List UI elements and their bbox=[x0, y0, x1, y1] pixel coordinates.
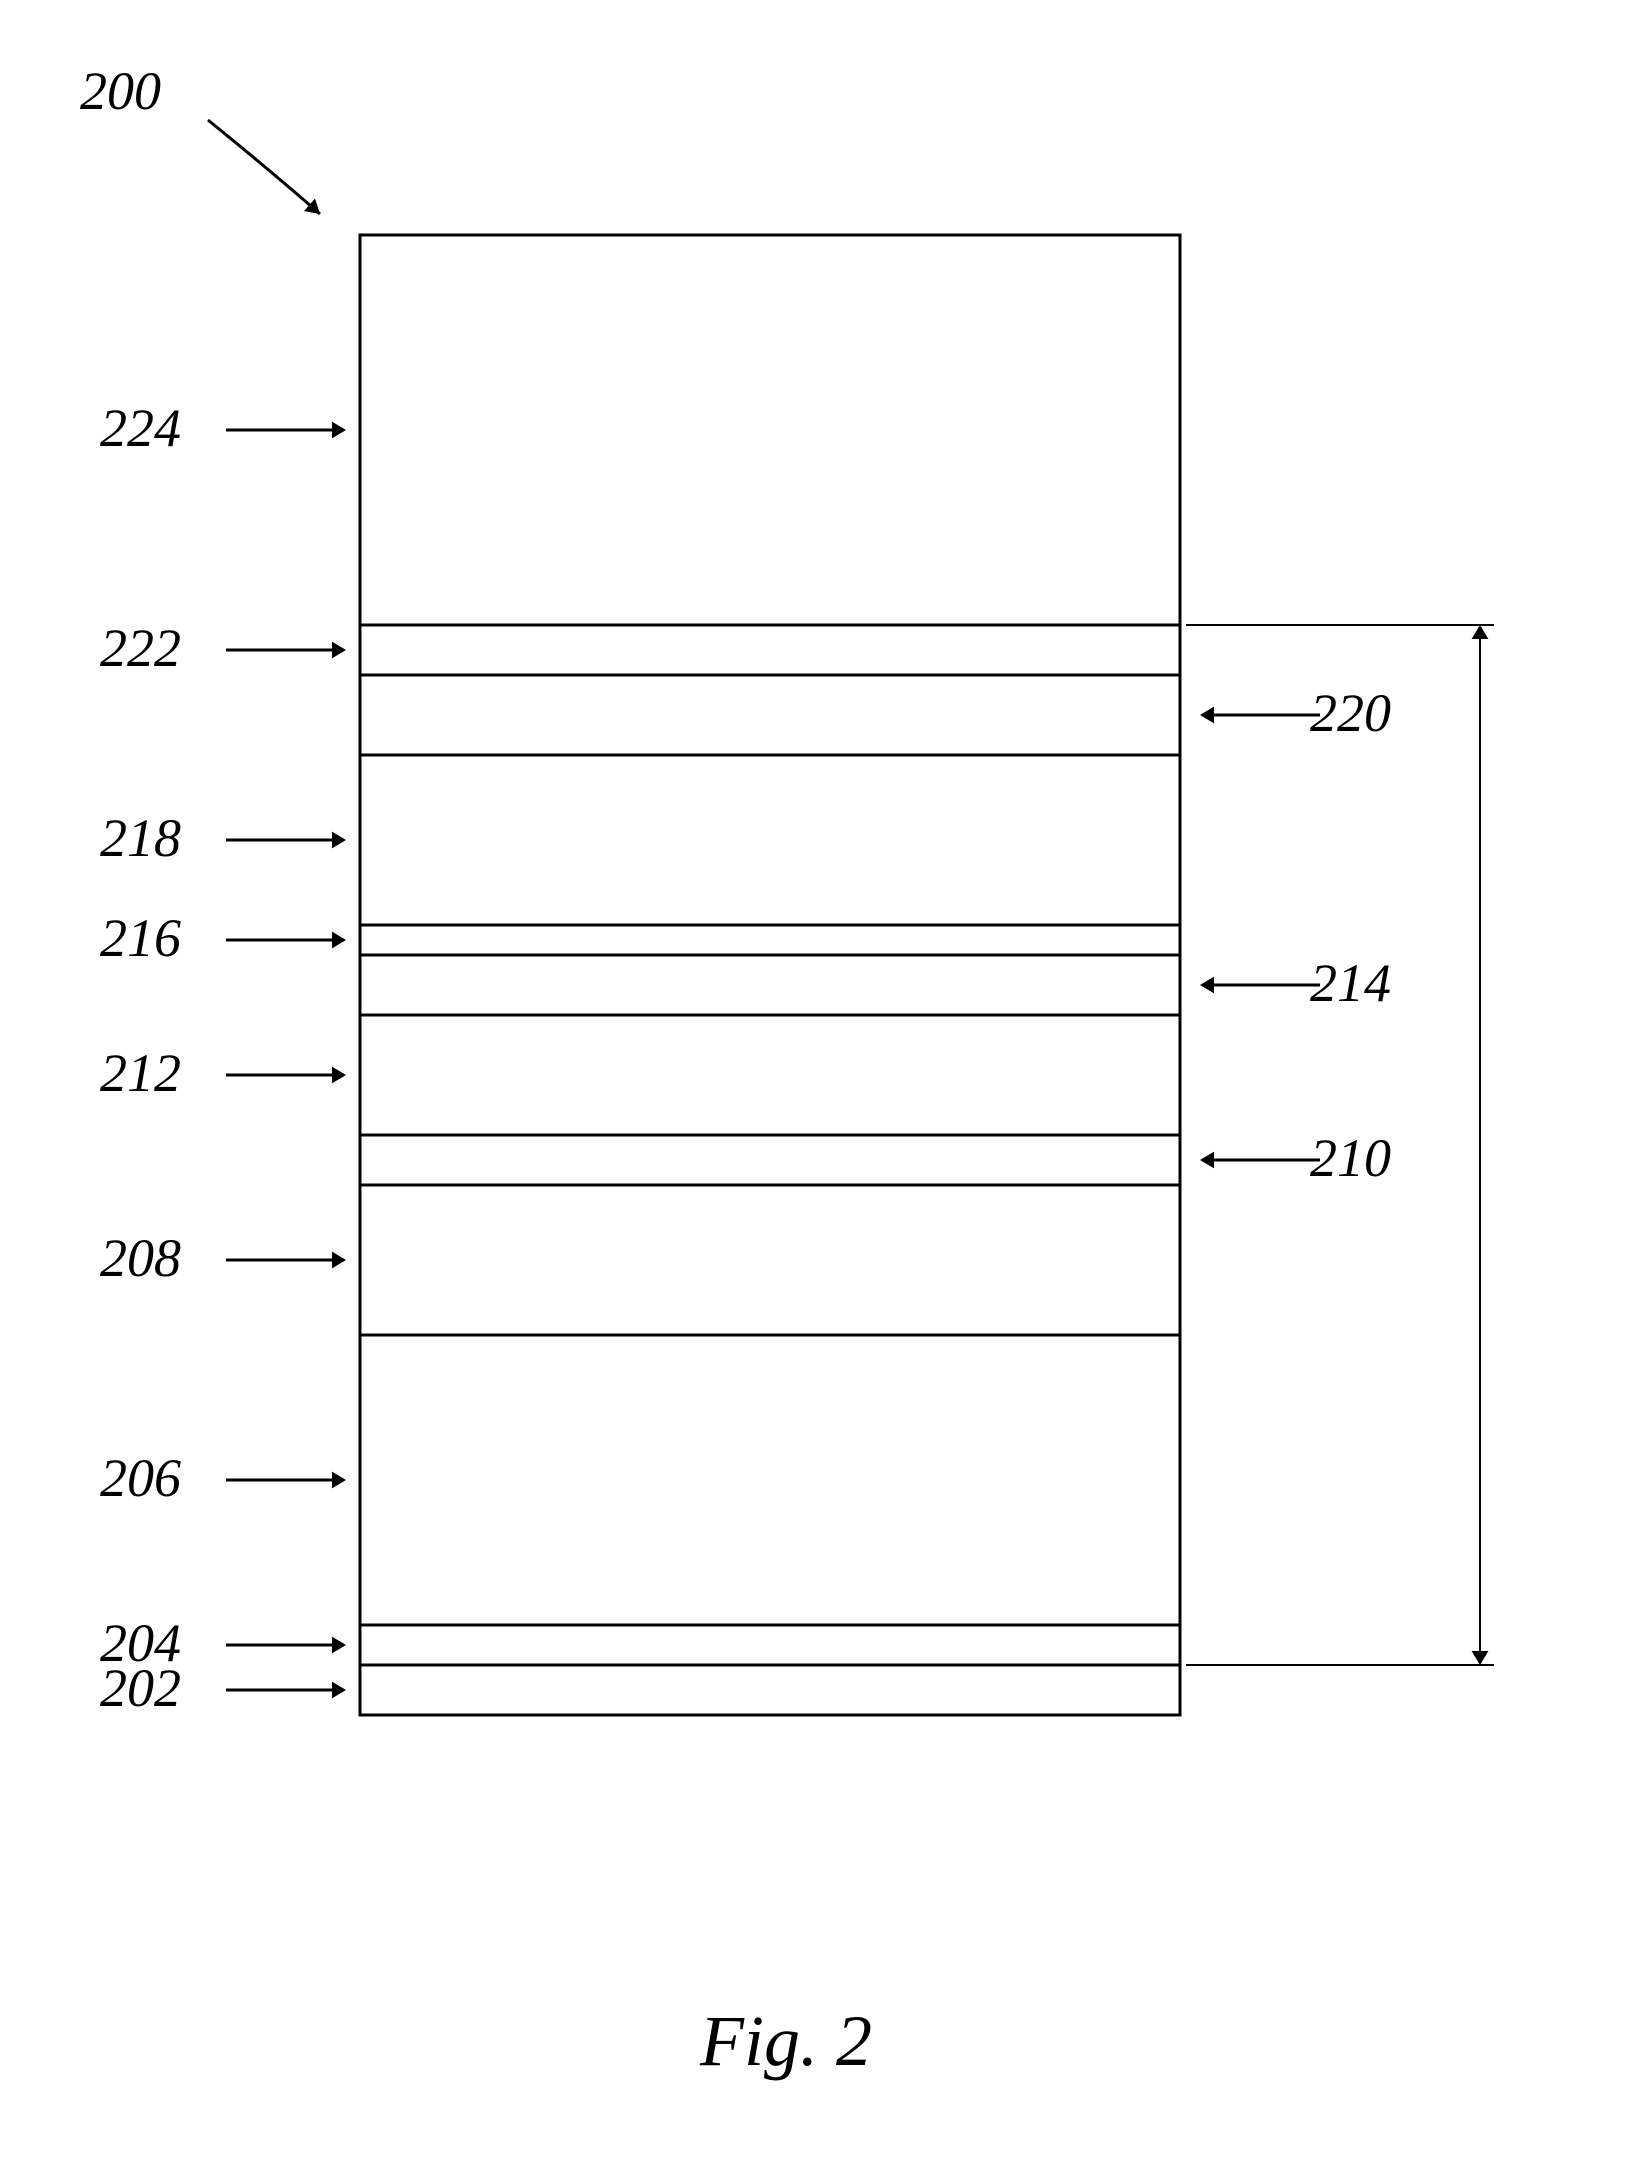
figure-caption: Fig. 2 bbox=[700, 2000, 872, 2083]
label-222: 222 bbox=[100, 617, 181, 679]
label-202: 202 bbox=[100, 1657, 181, 1719]
label-224: 224 bbox=[100, 397, 181, 459]
label-220: 220 bbox=[1310, 682, 1391, 744]
label-218: 218 bbox=[100, 807, 181, 869]
label-212: 212 bbox=[100, 1042, 181, 1104]
label-210: 210 bbox=[1310, 1127, 1391, 1189]
label-206: 206 bbox=[100, 1447, 181, 1509]
label-208: 208 bbox=[100, 1227, 181, 1289]
page: 224222218216212208206204202220214210200F… bbox=[0, 0, 1640, 2173]
diagram-svg bbox=[0, 0, 1640, 2173]
label-216: 216 bbox=[100, 907, 181, 969]
label-214: 214 bbox=[1310, 952, 1391, 1014]
figure-id: 200 bbox=[80, 60, 161, 122]
